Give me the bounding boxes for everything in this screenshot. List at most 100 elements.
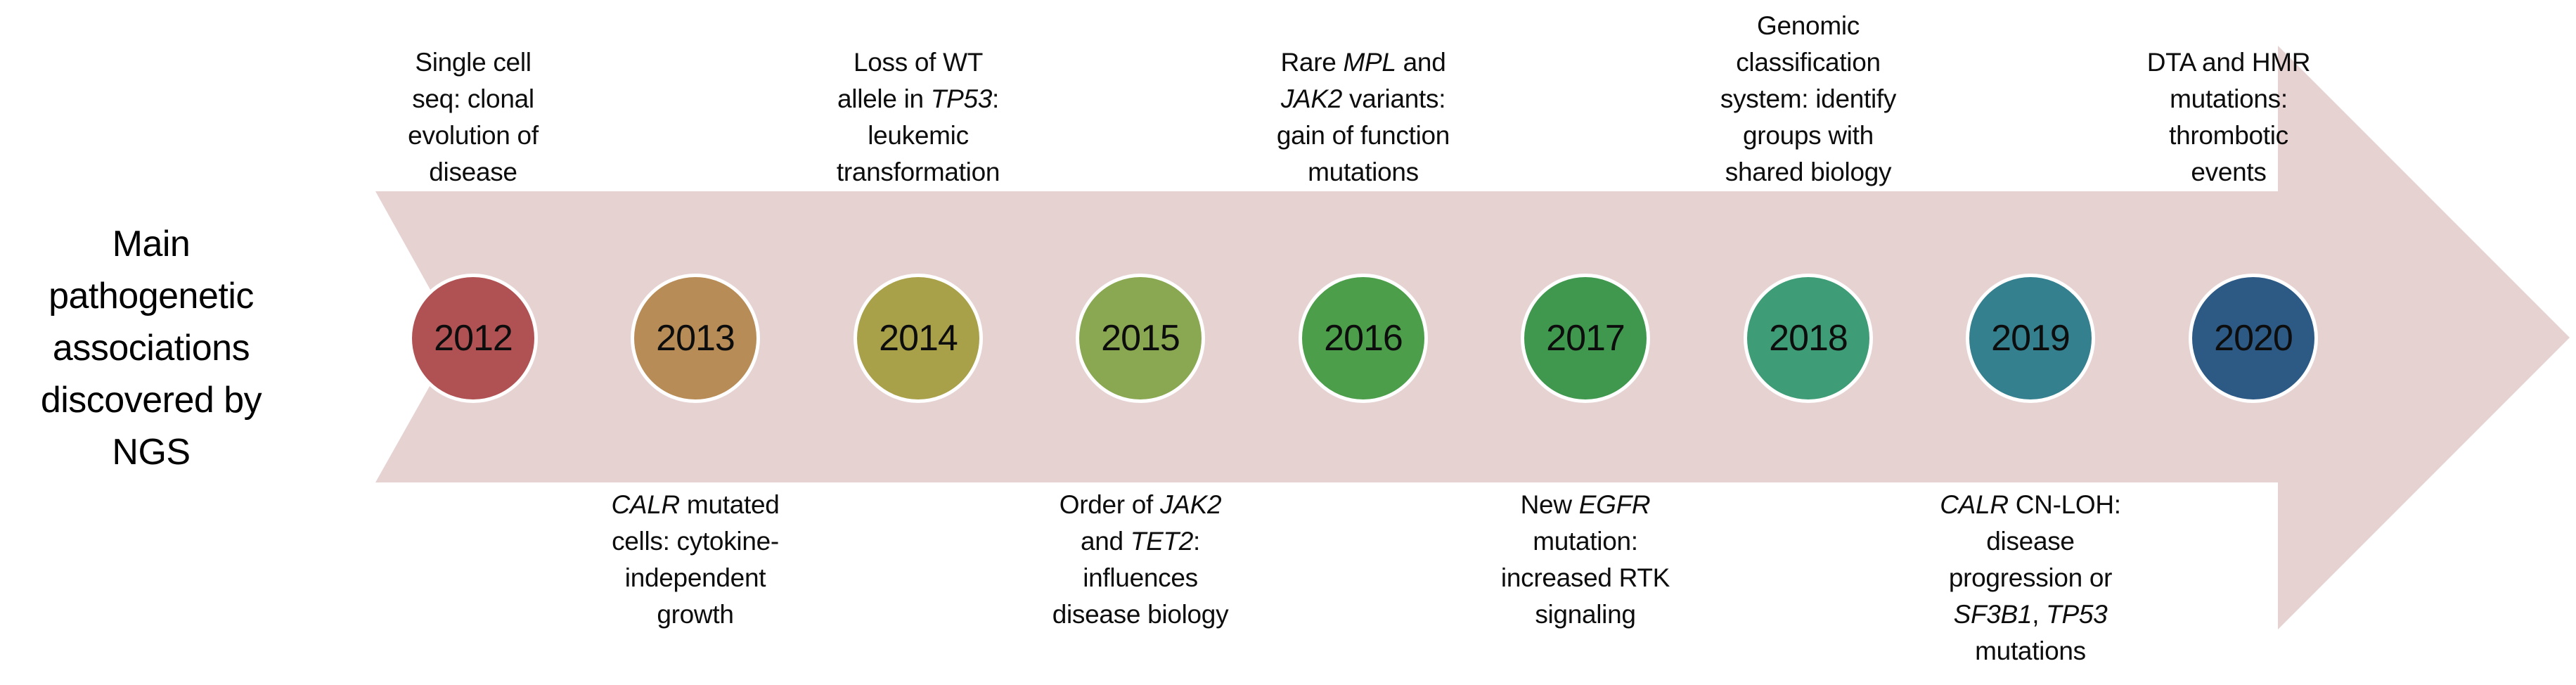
annotation-line: disease xyxy=(318,154,628,191)
bottom-annotation-2013: CALR mutated cells: cytokine-independent g… xyxy=(541,487,850,633)
gene-name: EGFR xyxy=(1578,490,1651,519)
annotation-text: Order of xyxy=(1059,490,1161,519)
annotation-text: Genomic xyxy=(1757,11,1860,40)
annotation-line: transformation xyxy=(764,154,1073,191)
annotation-line: Genomic xyxy=(1654,8,1963,44)
annotation-text: DTA and HMR xyxy=(2146,48,2311,77)
annotation-text: signaling xyxy=(1535,600,1636,629)
annotation-text: Loss of WT xyxy=(853,48,984,77)
annotation-text: evolution of xyxy=(408,121,539,150)
annotation-line: leukemic xyxy=(764,117,1073,154)
annotation-line: signaling xyxy=(1431,596,1740,633)
annotation-text: : xyxy=(992,84,999,113)
annotation-line: CALR mutated xyxy=(541,487,850,523)
figure-title-line: NGS xyxy=(112,432,191,473)
annotation-line: mutations xyxy=(1876,633,2185,670)
annotation-line: Single cell xyxy=(318,44,628,81)
annotation-line: Order of JAK2 xyxy=(986,487,1295,523)
annotation-text: gain of function xyxy=(1276,121,1450,150)
annotation-text: events xyxy=(2191,158,2267,186)
gene-name: MPL xyxy=(1343,48,1396,77)
figure-title-line: Main xyxy=(112,224,191,264)
gene-name: SF3B1 xyxy=(1953,600,2033,629)
annotation-line: allele in TP53: xyxy=(764,81,1073,117)
annotation-line: CALR CN-LOH: xyxy=(1876,487,2185,523)
annotation-text: and xyxy=(1396,48,1446,77)
annotation-line: JAK2 variants: xyxy=(1209,81,1518,117)
annotation-line: classification xyxy=(1654,44,1963,81)
annotation-line: mutation: xyxy=(1431,523,1740,560)
annotation-text: mutated xyxy=(679,490,780,519)
annotation-line: Rare MPL and xyxy=(1209,44,1518,81)
annotation-text: mutations: xyxy=(2170,84,2288,113)
annotation-line: gain of function xyxy=(1209,117,1518,154)
annotation-line: New EGFR xyxy=(1431,487,1740,523)
annotation-line: system: identify xyxy=(1654,81,1963,117)
gene-name: CALR xyxy=(611,490,680,519)
figure-title-line: associations xyxy=(52,328,250,369)
gene-name: TP53 xyxy=(2046,600,2108,629)
top-annotation-2012: Single cell seq: clonal evolution of diseas… xyxy=(318,44,628,191)
annotation-line: Loss of WT xyxy=(764,44,1073,81)
annotation-line: and TET2: xyxy=(986,523,1295,560)
annotation-text: CN-LOH: xyxy=(2008,490,2121,519)
year-circle-2019: 2019 xyxy=(1966,274,2095,403)
year-circle-2015: 2015 xyxy=(1076,274,1205,403)
annotation-text: mutations xyxy=(1975,636,2086,665)
gene-name: TET2 xyxy=(1130,527,1194,556)
year-label: 2018 xyxy=(1769,318,1848,359)
annotation-text: classification xyxy=(1736,48,1881,77)
year-circle-2017: 2017 xyxy=(1521,274,1650,403)
annotation-text: influences xyxy=(1083,563,1198,592)
gene-name: CALR xyxy=(1940,490,2009,519)
annotation-text: system: identify xyxy=(1720,84,1897,113)
year-label: 2020 xyxy=(2214,318,2293,359)
annotation-text: disease xyxy=(429,158,517,186)
gene-name: TP53 xyxy=(930,84,993,113)
annotation-text: disease biology xyxy=(1052,600,1229,629)
annotation-line: events xyxy=(2074,154,2383,191)
year-circle-2013: 2013 xyxy=(631,274,760,403)
top-annotation-2016: Rare MPL and JAK2 variants: gain of functi… xyxy=(1209,44,1518,191)
year-label: 2016 xyxy=(1324,318,1403,359)
annotation-line: seq: clonal xyxy=(318,81,628,117)
figure-title: Main pathogenetic associations discovered b… xyxy=(0,218,309,478)
annotation-text: leukemic xyxy=(868,121,969,150)
annotation-line: shared biology xyxy=(1654,154,1963,191)
annotation-line: SF3B1, TP53 xyxy=(1876,596,2185,633)
annotation-text: , xyxy=(2032,600,2047,629)
gene-name: JAK2 xyxy=(1160,490,1222,519)
annotation-text: : xyxy=(1193,527,1201,556)
annotation-line: increased RTK xyxy=(1431,560,1740,596)
annotation-text: shared biology xyxy=(1725,158,1892,186)
annotation-text: seq: clonal xyxy=(412,84,534,113)
top-annotation-2020: DTA and HMR mutations: thrombotic events xyxy=(2074,44,2383,191)
top-annotation-2018: Genomic classification system: identify gro… xyxy=(1654,8,1963,191)
annotation-text: progression or xyxy=(1948,563,2113,592)
annotation-text: independent xyxy=(624,563,766,592)
year-label: 2015 xyxy=(1101,318,1180,359)
annotation-line: mutations xyxy=(1209,154,1518,191)
annotation-line: mutations: xyxy=(2074,81,2383,117)
figure-title-line: discovered by xyxy=(40,380,262,421)
annotation-line: disease biology xyxy=(986,596,1295,633)
annotation-text: mutation: xyxy=(1533,527,1638,556)
annotation-text: cells: cytokine- xyxy=(612,527,779,556)
annotation-text: allele in xyxy=(837,84,931,113)
annotation-text: transformation xyxy=(836,158,1000,186)
year-label: 2014 xyxy=(879,318,958,359)
annotation-text: New xyxy=(1520,490,1579,519)
annotation-text: Single cell xyxy=(415,48,532,77)
figure-title-line: pathogenetic xyxy=(49,276,254,316)
annotation-line: independent xyxy=(541,560,850,596)
year-label: 2017 xyxy=(1546,318,1625,359)
annotation-text: variants: xyxy=(1342,84,1446,113)
gene-name: JAK2 xyxy=(1280,84,1343,113)
annotation-line: groups with xyxy=(1654,117,1963,154)
year-circle-2018: 2018 xyxy=(1744,274,1873,403)
annotation-text: thrombotic xyxy=(2169,121,2288,150)
annotation-text: Rare xyxy=(1280,48,1344,77)
year-label: 2019 xyxy=(1991,318,2071,359)
